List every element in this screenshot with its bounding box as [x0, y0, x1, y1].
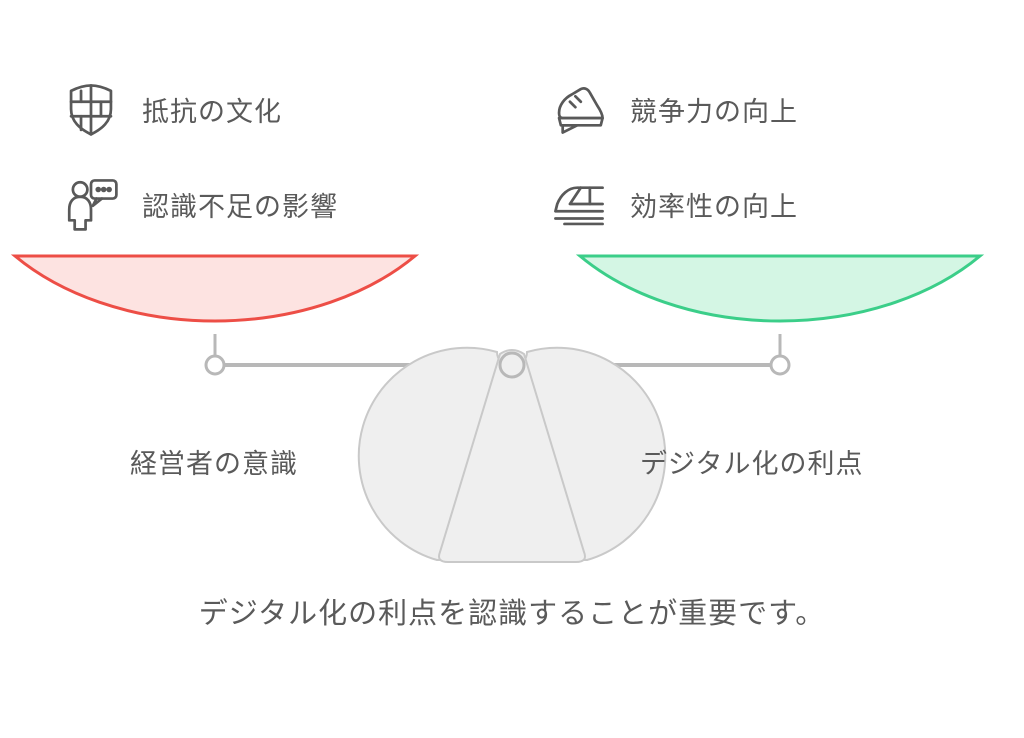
left-pan — [15, 256, 415, 321]
caption: デジタル化の利点を認識することが重要です。 — [0, 590, 1024, 632]
scale-fulcrum — [359, 348, 665, 560]
right-side-label: デジタル化の利点 — [640, 442, 863, 481]
left-side-label: 経営者の意識 — [130, 442, 298, 481]
right-item-1: 競争力の向上 — [550, 80, 798, 138]
left-item-1: 抵抗の文化 — [62, 80, 282, 138]
left-item-2-label: 認識不足の影響 — [142, 185, 338, 224]
left-item-2: 認識不足の影響 — [62, 175, 338, 233]
right-pan — [580, 256, 980, 321]
right-item-1-label: 競争力の向上 — [630, 90, 798, 129]
sneaker-icon — [550, 80, 608, 138]
shield-icon — [62, 80, 120, 138]
scale-pivot — [500, 353, 524, 377]
right-item-2-label: 効率性の向上 — [630, 185, 798, 224]
train-icon — [550, 175, 608, 233]
right-item-2: 効率性の向上 — [550, 175, 798, 233]
balance-infographic: 抵抗の文化 認識不足の影響 — [0, 0, 1024, 738]
left-item-1-label: 抵抗の文化 — [142, 90, 282, 129]
person-speech-icon — [62, 175, 120, 233]
